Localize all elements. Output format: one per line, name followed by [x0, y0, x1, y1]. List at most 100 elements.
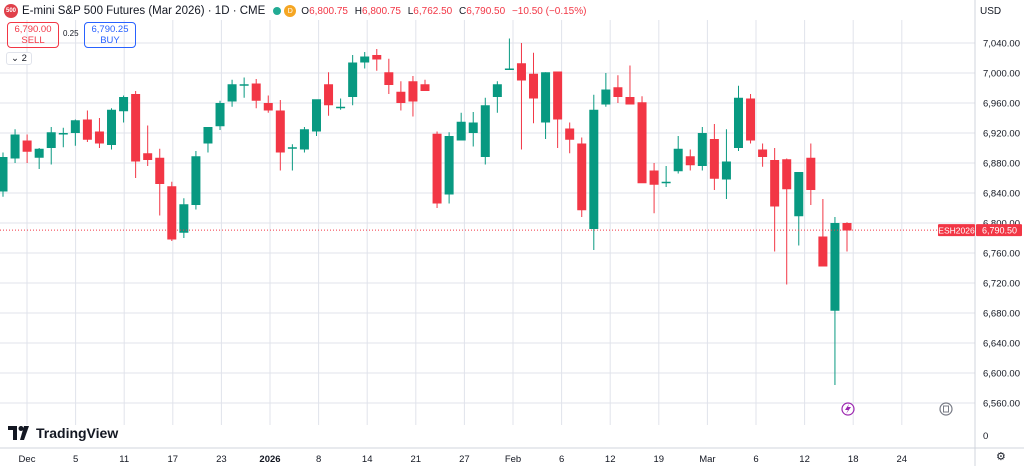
price-tag-bg [976, 224, 1022, 237]
candle-body [311, 99, 321, 132]
symbol-tag-bg [938, 224, 975, 237]
candle-body [299, 129, 309, 150]
sell-button[interactable]: 6,790.00 SELL [7, 22, 59, 48]
candle-body [215, 103, 225, 127]
candle-body [46, 132, 56, 148]
sell-price: 6,790.00 [14, 24, 52, 35]
candle-body [577, 143, 587, 211]
candle-body [324, 84, 334, 106]
candle-body [287, 147, 297, 149]
candle-body [360, 56, 370, 63]
y-tick-label: 7,040.00 [983, 39, 1020, 50]
x-tick-label: 6 [753, 454, 758, 465]
candle-body [709, 139, 719, 179]
candle-body [516, 63, 526, 81]
candle-body [649, 170, 659, 185]
candle-body [782, 159, 792, 190]
x-tick-label: 23 [216, 454, 227, 465]
calendar-body-icon [943, 405, 949, 413]
candle-body [468, 122, 478, 133]
candle-body [480, 105, 490, 157]
y-tick-label: 0 [983, 431, 988, 442]
candle-body [336, 106, 346, 109]
candle-body [565, 128, 575, 140]
x-tick-label: 2026 [259, 454, 280, 465]
candle-body [553, 71, 563, 120]
candle-body [420, 84, 430, 91]
y-tick-label: 6,960.00 [983, 99, 1020, 110]
x-tick-label: Mar [699, 454, 715, 465]
candle-body [697, 133, 707, 166]
spread-value: 0.25 [63, 29, 79, 38]
settings-gear-icon[interactable]: ⚙ [996, 451, 1006, 463]
brand-name: TradingView [36, 425, 119, 441]
x-tick-label: Dec [19, 454, 36, 465]
candle-body [685, 156, 695, 166]
y-tick-label: 6,680.00 [983, 309, 1020, 320]
candle-body [673, 148, 683, 172]
candle-body [94, 131, 104, 144]
candle-body [275, 110, 285, 153]
candle-body [721, 161, 731, 180]
lightning-event-icon [841, 402, 855, 416]
candle-body [119, 97, 129, 112]
candle-body [0, 157, 8, 192]
x-tick-label: 17 [168, 454, 179, 465]
market-open-icon [273, 7, 282, 15]
candle-body [758, 149, 768, 157]
candle-body [58, 133, 68, 135]
sell-label: SELL [21, 35, 45, 46]
candle-body [842, 223, 852, 231]
candle-body [794, 172, 804, 217]
indicator-count: 2 [21, 53, 27, 64]
ohlc-values: O6,800.75 H6,800.75 L6,762.50 C6,790.50 … [301, 5, 587, 17]
candle-body [589, 109, 599, 229]
delayed-data-icon[interactable]: D [284, 5, 297, 17]
x-tick-label: 8 [316, 454, 321, 465]
y-tick-label: 6,760.00 [983, 249, 1020, 260]
y-tick-label: 6,800.00 [983, 219, 1020, 230]
x-tick-label: 11 [119, 454, 129, 465]
indicators-toggle-button[interactable]: ⌄ 2 [6, 52, 32, 65]
symbol-logo-icon[interactable]: 500 [4, 4, 18, 18]
candle-body [770, 160, 780, 207]
y-tick-label: 6,720.00 [983, 279, 1020, 290]
currency-selector[interactable]: USD [980, 6, 1002, 17]
x-tick-label: 19 [654, 454, 665, 465]
candle-body [239, 84, 249, 86]
candle-body [348, 62, 358, 97]
candle-body [661, 181, 671, 184]
x-tick-label: 24 [897, 454, 908, 465]
buy-button[interactable]: 6,790.25 BUY [84, 22, 136, 48]
x-tick-label: 27 [459, 454, 470, 465]
buy-price: 6,790.25 [91, 24, 129, 35]
candle-body [504, 68, 514, 70]
candle-body [637, 102, 647, 184]
candle-body [601, 89, 611, 105]
x-tick-label: 18 [848, 454, 859, 465]
candle-body [541, 72, 551, 123]
candle-body [408, 81, 418, 102]
y-tick-label: 6,600.00 [983, 369, 1020, 380]
candle-body [456, 121, 466, 141]
symbol-title[interactable]: E-mini S&P 500 Futures (Mar 2026) · 1D ·… [22, 5, 266, 17]
candle-body [107, 109, 117, 145]
candle-body [806, 157, 816, 190]
chart-header: 500 E-mini S&P 500 Futures (Mar 2026) · … [4, 3, 590, 19]
y-tick-label: 6,560.00 [983, 399, 1020, 410]
y-tick-label: 6,880.00 [983, 159, 1020, 170]
tradingview-logo[interactable]: TradingView [8, 425, 118, 441]
candle-body [444, 136, 454, 195]
x-tick-label: 12 [605, 454, 616, 465]
candle-body [263, 103, 273, 111]
candle-body [818, 236, 828, 267]
y-tick-label: 6,640.00 [983, 339, 1020, 350]
chevron-down-icon: ⌄ [11, 53, 19, 64]
candle-body [384, 72, 394, 85]
candle-body [746, 98, 756, 141]
candle-body [613, 87, 623, 97]
lightning-bolt-icon [845, 404, 851, 414]
x-tick-label: 12 [799, 454, 810, 465]
